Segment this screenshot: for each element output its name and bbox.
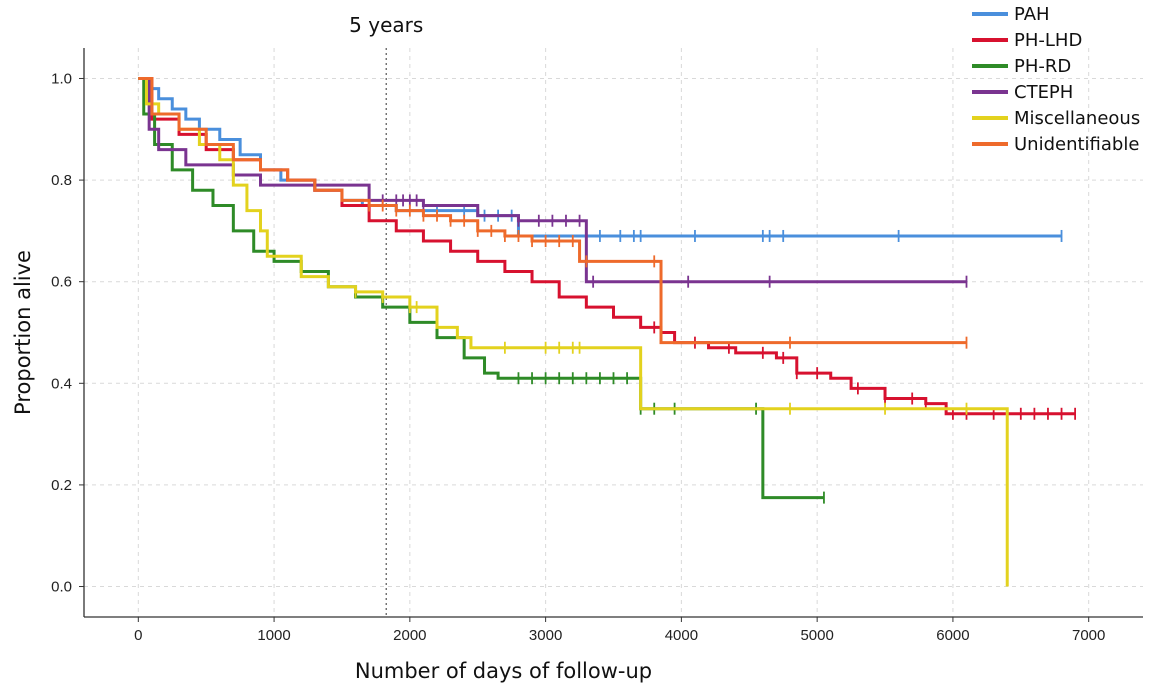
x-tick-label-1: 1000	[257, 627, 290, 644]
series-cteph	[138, 76, 968, 288]
x-tick-label-7: 7000	[1072, 627, 1105, 644]
axes	[83, 48, 1143, 618]
y-tick-label-2: 0.4	[51, 375, 72, 392]
series-unidentifiable	[138, 76, 968, 349]
series-ph-lhd	[138, 76, 1077, 420]
y-axis-title: Proportion alive	[11, 250, 35, 415]
five-year-label: 5 years	[349, 13, 423, 37]
five-year-annotation: 5 years	[349, 13, 423, 617]
x-tick-label-6: 6000	[936, 627, 969, 644]
y-tick-label-1: 0.2	[51, 477, 72, 494]
y-tick-label-5: 1.0	[51, 70, 72, 87]
legend-label-ph-rd: PH-RD	[1014, 56, 1071, 77]
curve-unidentifiable	[138, 76, 967, 345]
y-tick-label-0: 0.0	[51, 579, 72, 596]
series-pah	[138, 76, 1063, 242]
y-tick-label-3: 0.6	[51, 274, 72, 291]
x-tick-label-5: 5000	[800, 627, 833, 644]
legend-label-unidentifiable: Unidentifiable	[1014, 134, 1139, 155]
x-axis-title: Number of days of follow-up	[355, 659, 652, 683]
legend-label-miscellaneous: Miscellaneous	[1014, 108, 1140, 129]
x-tick-label-0: 0	[134, 627, 142, 644]
x-tick-label-3: 3000	[529, 627, 562, 644]
legend-label-pah: PAH	[1014, 4, 1050, 25]
y-tick-label-4: 0.8	[51, 172, 72, 189]
curve-miscellaneous	[138, 76, 1009, 587]
legend-label-cteph: CTEPH	[1014, 82, 1073, 103]
survival-curves	[138, 76, 1077, 587]
legend: PAH PH-LHD PH-RD CTEPH Miscellaneous Unidenti…	[972, 4, 1140, 155]
x-tick-label-2: 2000	[393, 627, 426, 644]
legend-label-ph-lhd: PH-LHD	[1014, 30, 1082, 51]
x-tick-label-4: 4000	[665, 627, 698, 644]
series-miscellaneous	[138, 76, 1009, 587]
curve-pah	[138, 76, 1062, 238]
tick-labels: 0 1000 2000 3000 4000 5000 6000 7000 0.0 0.2 0.4 0.…	[51, 70, 1105, 644]
curve-ph-lhd	[138, 76, 1076, 416]
gridlines	[84, 48, 1143, 617]
